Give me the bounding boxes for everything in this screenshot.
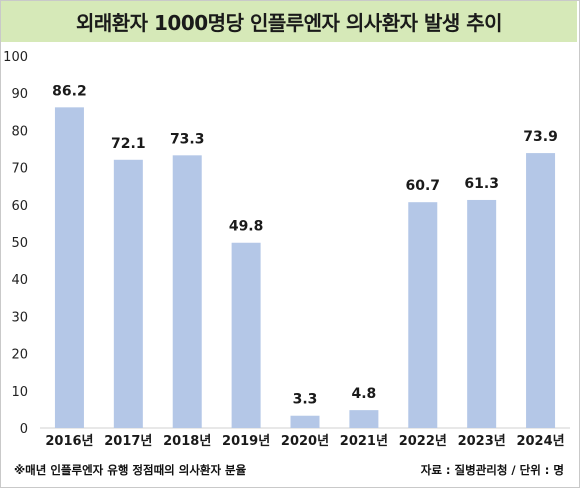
data-label: 73.9 — [523, 129, 558, 145]
x-tick-label: 2021년 — [340, 434, 388, 449]
data-label: 72.1 — [111, 136, 146, 152]
x-tick-label: 2022년 — [399, 434, 447, 449]
bar — [54, 107, 84, 428]
bar — [113, 159, 143, 428]
chart-title: 외래환자 1000명당 인플루엔자 의사환자 발생 추이 — [75, 11, 503, 35]
x-tick-label: 2019년 — [222, 434, 270, 449]
data-label: 3.3 — [293, 392, 318, 408]
data-label: 86.2 — [52, 83, 87, 99]
bar — [172, 155, 202, 428]
x-tick-label: 2023년 — [458, 434, 506, 449]
x-tick-label: 2016년 — [45, 434, 93, 449]
bar — [231, 242, 261, 428]
x-tick-label: 2024년 — [516, 434, 564, 449]
y-tick-label: 20 — [11, 348, 28, 363]
x-tick-label: 2018년 — [163, 434, 211, 449]
bar — [526, 153, 556, 429]
y-tick-label: 40 — [11, 273, 28, 288]
y-tick-label: 0 — [20, 422, 28, 437]
y-tick-label: 60 — [11, 199, 28, 214]
title-bar: 외래환자 1000명당 인플루엔자 의사환자 발생 추이 — [1, 1, 577, 42]
data-label: 60.7 — [406, 178, 441, 194]
data-label: 73.3 — [170, 131, 205, 147]
data-label: 61.3 — [464, 176, 499, 192]
x-tick-label: 2020년 — [281, 434, 329, 449]
y-tick-label: 50 — [11, 236, 28, 251]
y-tick-label: 10 — [11, 385, 28, 400]
data-label: 49.8 — [229, 219, 264, 235]
y-tick-label: 100 — [3, 50, 28, 65]
y-tick-label: 80 — [11, 124, 28, 139]
data-label: 4.8 — [351, 386, 376, 402]
footnote: ※매년 인플루엔자 유행 정점때의 의사환자 분율 — [14, 463, 247, 477]
x-tick-label: 2017년 — [104, 434, 152, 449]
y-tick-label: 30 — [11, 310, 28, 325]
y-tick-label: 90 — [11, 87, 28, 102]
bar — [349, 410, 379, 428]
bar — [467, 199, 497, 428]
bar — [408, 202, 438, 428]
source-note: 자료 : 질병관리청 / 단위 : 명 — [420, 463, 564, 477]
y-tick-label: 70 — [11, 162, 28, 177]
bar — [290, 415, 320, 428]
